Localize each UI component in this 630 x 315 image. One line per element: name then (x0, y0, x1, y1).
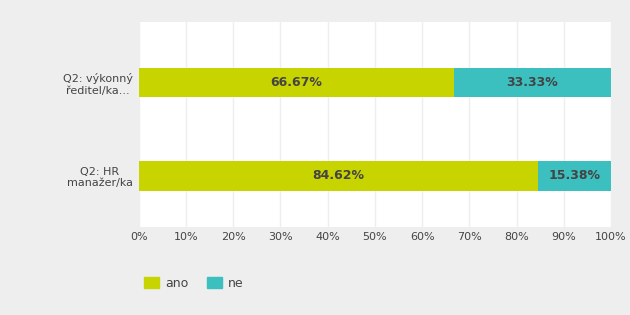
Bar (139, 68, 454, 97)
Bar (454, 68, 611, 97)
Text: 33.33%: 33.33% (507, 76, 558, 89)
Text: 84.62%: 84.62% (312, 169, 365, 182)
Text: 15.38%: 15.38% (549, 169, 601, 182)
Text: 66.67%: 66.67% (270, 76, 322, 89)
Legend: ano, ne: ano, ne (139, 272, 249, 295)
Bar (539, 161, 611, 191)
Bar (139, 161, 539, 191)
